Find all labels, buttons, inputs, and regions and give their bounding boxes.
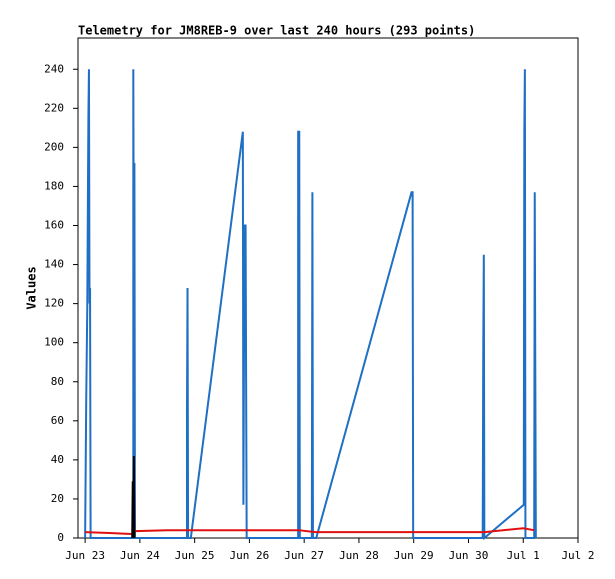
x-tick-label: Jul 1 xyxy=(507,549,540,562)
y-tick-label: 240 xyxy=(44,62,64,75)
y-tick-label: 20 xyxy=(51,492,64,505)
y-tick-label: 0 xyxy=(57,531,64,544)
x-tick-label: Jul 2 xyxy=(561,549,594,562)
series-line xyxy=(131,455,136,539)
y-tick-label: 100 xyxy=(44,336,64,349)
x-tick-label: Jun 25 xyxy=(175,549,215,562)
x-tick-label: Jun 26 xyxy=(230,549,270,562)
x-tick-label: Jun 28 xyxy=(339,549,379,562)
y-tick-label: 140 xyxy=(44,258,64,271)
y-tick-label: 60 xyxy=(51,414,64,427)
chart-title: Telemetry for JM8REB-9 over last 240 hou… xyxy=(78,24,475,38)
y-tick-label: 40 xyxy=(51,453,64,466)
y-tick-label: 160 xyxy=(44,219,64,232)
x-tick-label: Jun 23 xyxy=(65,549,105,562)
x-tick-label: Jun 27 xyxy=(284,549,324,562)
y-tick-label: 220 xyxy=(44,101,64,114)
x-tick-label: Jun 24 xyxy=(120,549,160,562)
y-tick-label: 120 xyxy=(44,297,64,310)
series-line xyxy=(85,527,535,536)
y-tick-label: 200 xyxy=(44,140,64,153)
x-tick-label: Jun 29 xyxy=(394,549,434,562)
plot-frame xyxy=(77,37,579,539)
x-tick-label: Jun 30 xyxy=(449,549,489,562)
y-axis-label: Values xyxy=(25,266,39,309)
series-line xyxy=(84,69,537,541)
y-tick-label: 180 xyxy=(44,179,64,192)
y-tick-label: 80 xyxy=(51,375,64,388)
